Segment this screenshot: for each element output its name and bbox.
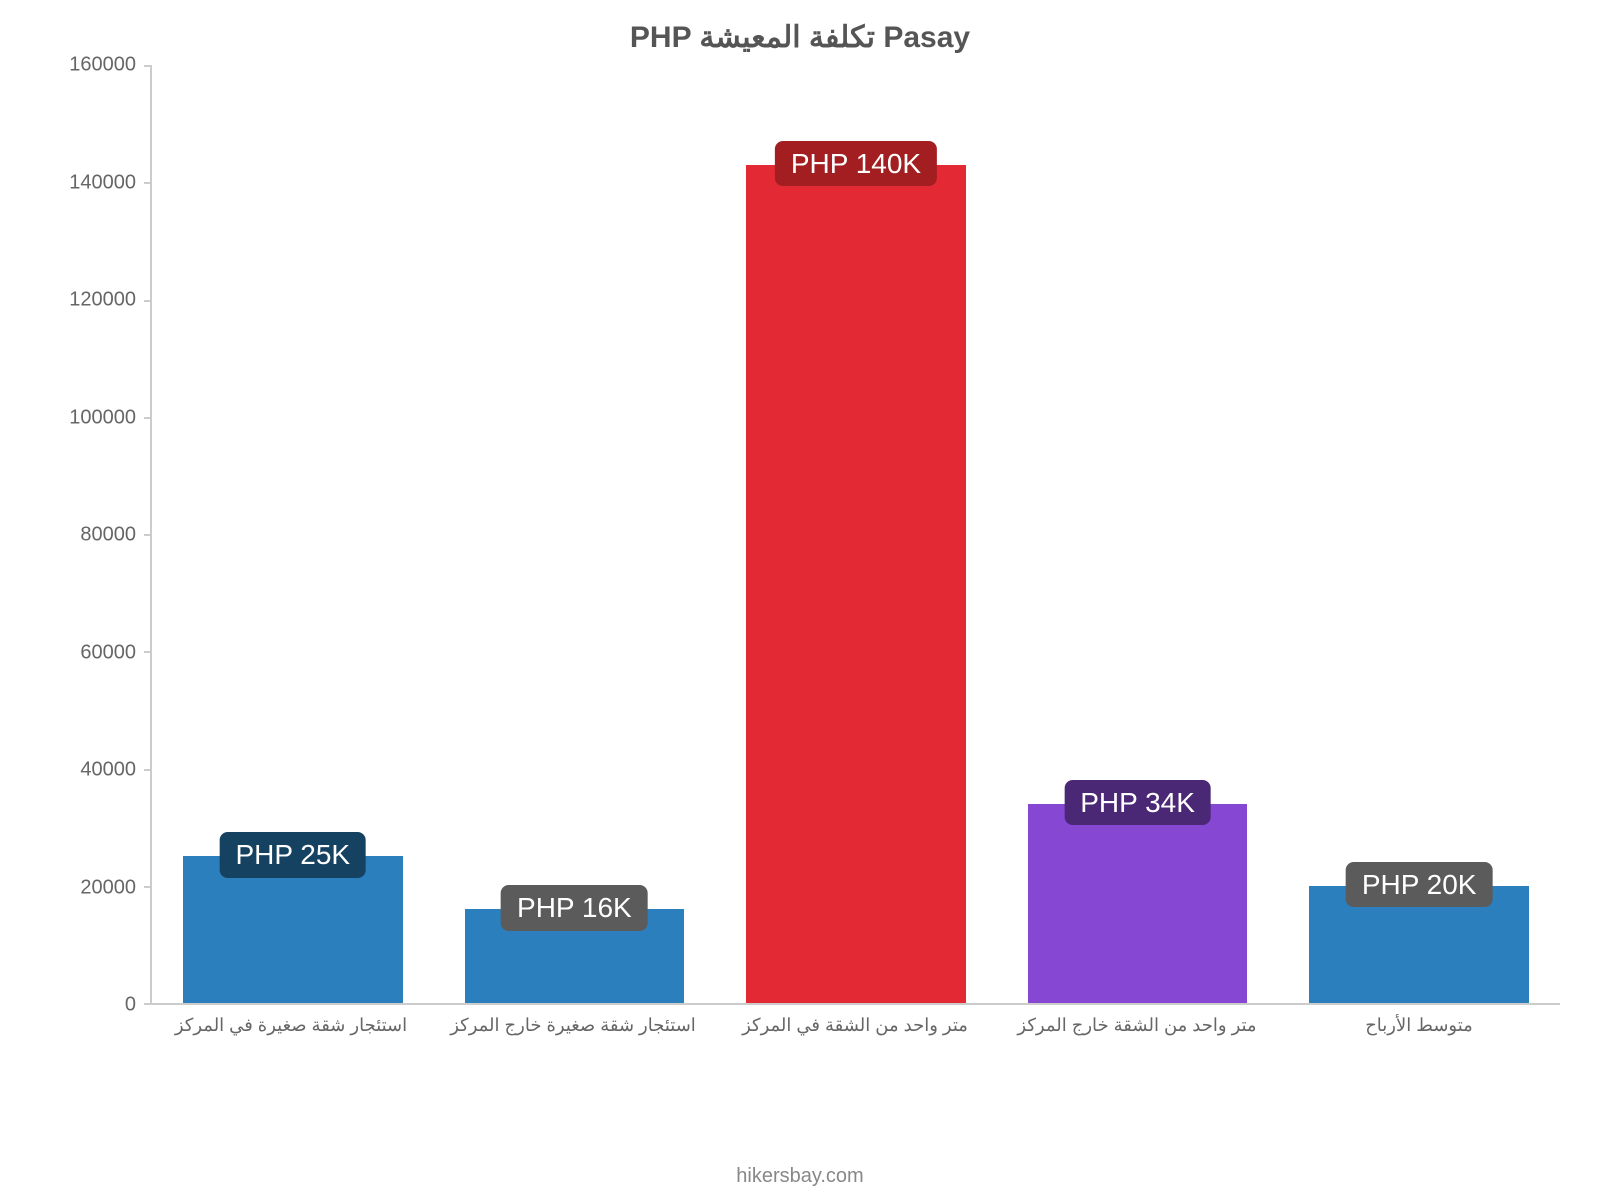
y-tick-mark [144, 65, 152, 67]
y-tick-mark [144, 300, 152, 302]
y-tick-label: 60000 [80, 641, 136, 664]
bar-slot: PHP 34K [997, 65, 1279, 1003]
y-tick-mark [144, 534, 152, 536]
y-tick-mark [144, 886, 152, 888]
y-tick-label: 140000 [69, 171, 136, 194]
y-tick-label: 160000 [69, 54, 136, 77]
y-tick-label: 20000 [80, 876, 136, 899]
y-tick-label: 120000 [69, 289, 136, 312]
x-category-label: استئجار شقة صغيرة خارج المركز [432, 1005, 714, 1055]
x-category-label: استئجار شقة صغيرة في المركز [150, 1005, 432, 1055]
chart-footer: hikersbay.com [40, 1165, 1560, 1188]
y-tick-mark [144, 651, 152, 653]
bar-value-label: PHP 20K [1346, 862, 1493, 908]
bar-value-label: PHP 16K [501, 885, 648, 931]
bar: PHP 34K [1028, 804, 1248, 1003]
chart-title: PHP تكلفة المعيشة Pasay [40, 20, 1560, 55]
bar-value-label: PHP 140K [775, 141, 937, 187]
plot-area: PHP 25K PHP 16K PHP 140K PHP 34K PHP 20K [150, 65, 1560, 1005]
y-tick-mark [144, 1003, 152, 1005]
y-tick-mark [144, 182, 152, 184]
bar-value-label: PHP 25K [219, 832, 366, 878]
bar: PHP 20K [1309, 886, 1529, 1003]
x-category-label: متوسط الأرباح [1278, 1005, 1560, 1055]
y-tick-label: 0 [125, 994, 136, 1017]
bar: PHP 16K [465, 909, 685, 1003]
bar-slot: PHP 16K [434, 65, 716, 1003]
bars-container: PHP 25K PHP 16K PHP 140K PHP 34K PHP 20K [152, 65, 1560, 1003]
x-category-label: متر واحد من الشقة خارج المركز [996, 1005, 1278, 1055]
x-category-label: متر واحد من الشقة في المركز [714, 1005, 996, 1055]
y-axis: 0200004000060000800001000001200001400001… [40, 65, 150, 1005]
bar-slot: PHP 140K [715, 65, 997, 1003]
bar-slot: PHP 20K [1278, 65, 1560, 1003]
y-tick-label: 80000 [80, 524, 136, 547]
x-axis: استئجار شقة صغيرة في المركزاستئجار شقة ص… [150, 1005, 1560, 1055]
y-tick-mark [144, 417, 152, 419]
y-tick-mark [144, 769, 152, 771]
bar: PHP 25K [183, 856, 403, 1003]
bar-value-label: PHP 34K [1064, 780, 1211, 826]
bar-slot: PHP 25K [152, 65, 434, 1003]
bar: PHP 140K [746, 165, 966, 1003]
cost-of-living-chart: PHP تكلفة المعيشة Pasay 0 20000 40000 60000… [0, 0, 1600, 1200]
y-tick-label: 40000 [80, 759, 136, 782]
plot-frame: 0200004000060000800001000001200001400001… [40, 65, 1560, 1005]
y-tick-label: 100000 [69, 406, 136, 429]
